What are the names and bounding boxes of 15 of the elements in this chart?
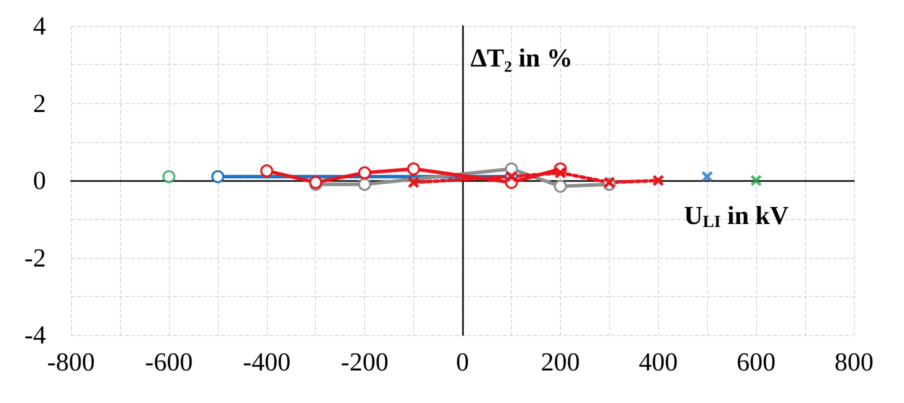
x-tick-label: -600 [145, 348, 193, 376]
x-tick-label: -200 [340, 348, 388, 376]
x-tick-label: 400 [638, 348, 678, 376]
x-tick-label: 800 [834, 348, 874, 376]
x-tick-label: 600 [736, 348, 776, 376]
x-tick-label: 0 [456, 348, 469, 376]
y-tick-label: 2 [33, 88, 46, 118]
y-tick-label: -2 [24, 243, 46, 272]
y-tick-label: 0 [33, 166, 46, 195]
x-tick-label: 200 [540, 348, 580, 376]
x-tick-label: -400 [242, 348, 291, 376]
y-axis-title: ΔT₂ in % [470, 44, 573, 72]
x-tick-label: -800 [47, 348, 95, 376]
y-tick-label: -4 [24, 320, 46, 350]
y-tick-label: 4 [33, 12, 46, 40]
